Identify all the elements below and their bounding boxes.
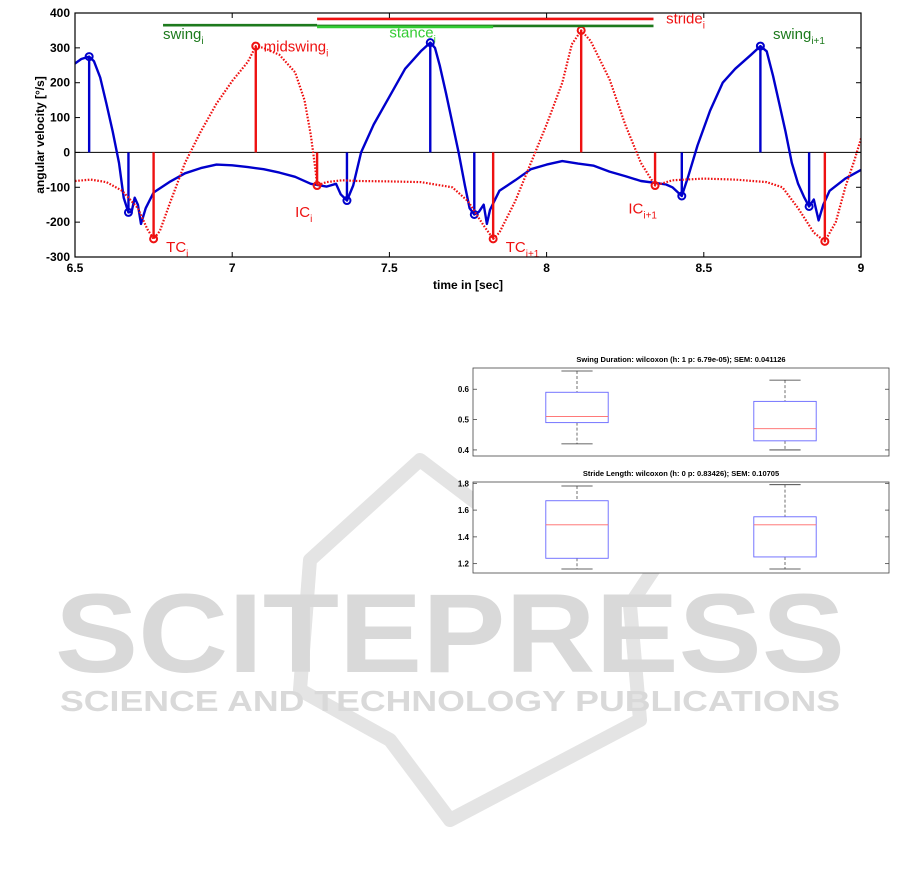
box-plot-title: Stride Length: wilcoxon (h: 0 p: 0.83426…: [583, 469, 779, 478]
marker-series2: [650, 181, 660, 191]
marker-series2: [820, 236, 830, 246]
annotation-label: ICi+1: [628, 200, 657, 221]
marker-series1: [123, 207, 133, 217]
x-tick-label: 6.5: [67, 261, 84, 275]
series-line-2: [75, 29, 861, 243]
marker-series2: [488, 234, 498, 244]
y-tick-label: 400: [50, 6, 70, 20]
stride-length-boxplot: Stride Length: wilcoxon (h: 0 p: 0.83426…: [458, 469, 890, 574]
plot-frame: [74, 12, 862, 258]
y-tick-label: 1.4: [458, 533, 470, 542]
swing-duration-boxplot: Swing Duration: wilcoxon (h: 1 p: 6.79e-…: [458, 355, 890, 457]
marker-series1: [342, 196, 352, 206]
annotation-label: swingi+1: [773, 26, 825, 47]
x-tick-label: 7.5: [381, 261, 398, 275]
annotation-label: stridei: [666, 10, 705, 31]
box-iqr: [753, 516, 817, 558]
annotation-label: TCi: [166, 239, 188, 260]
annotation-label: swingi: [163, 26, 204, 47]
marker-series1: [677, 191, 687, 201]
y-tick-label: 0.4: [458, 446, 470, 455]
annotation-label: stancei: [389, 24, 435, 45]
y-tick-label: -200: [46, 215, 70, 229]
box-plot-frame: [472, 367, 890, 457]
x-tick-label: 7: [229, 261, 236, 275]
box-iqr: [545, 500, 609, 559]
annotation-label: midswingi: [264, 38, 329, 59]
annotation-label: ICi: [295, 204, 312, 225]
y-tick-label: 1.2: [458, 560, 470, 569]
marker-series1: [84, 52, 94, 62]
series-line-1: [75, 41, 861, 226]
y-tick-label: 1.6: [458, 506, 470, 515]
marker-series2: [312, 181, 322, 191]
marker-series1: [755, 41, 765, 51]
x-tick-label: 8.5: [695, 261, 712, 275]
gait-angular-velocity-chart: swingi stancei swingi+1 stridei midswingi ICi…: [33, 6, 865, 292]
y-tick-label: 0.5: [458, 416, 470, 425]
x-tick-label: 8: [543, 261, 550, 275]
box-plot-title: Swing Duration: wilcoxon (h: 1 p: 6.79e-…: [576, 355, 785, 364]
marker-series2: [149, 234, 159, 244]
marker-series2: [251, 41, 261, 51]
x-tick-label: 9: [858, 261, 865, 275]
y-tick-label: 0.6: [458, 385, 470, 394]
watermark-word: SCITEPRESS: [55, 571, 845, 696]
y-tick-label: 0: [63, 145, 70, 159]
marker-series1: [425, 38, 435, 48]
box-plot-frame: [472, 481, 890, 574]
y-tick-label: -100: [46, 180, 70, 194]
y-tick-label: 200: [50, 76, 70, 90]
y-tick-label: 100: [50, 111, 70, 125]
box-iqr: [753, 400, 817, 442]
box-iqr: [545, 391, 609, 424]
y-tick-label: -300: [46, 250, 70, 264]
y-tick-label: 1.8: [458, 479, 470, 488]
x-axis-label: time in [sec]: [433, 278, 503, 292]
watermark-tagline: SCIENCE AND TECHNOLOGY PUBLICATIONS: [60, 686, 840, 718]
y-tick-label: 300: [50, 41, 70, 55]
annotation-label: TCi+1: [506, 239, 540, 260]
marker-series1: [804, 201, 814, 211]
y-axis-label: angular velocity [°/s]: [33, 76, 47, 194]
